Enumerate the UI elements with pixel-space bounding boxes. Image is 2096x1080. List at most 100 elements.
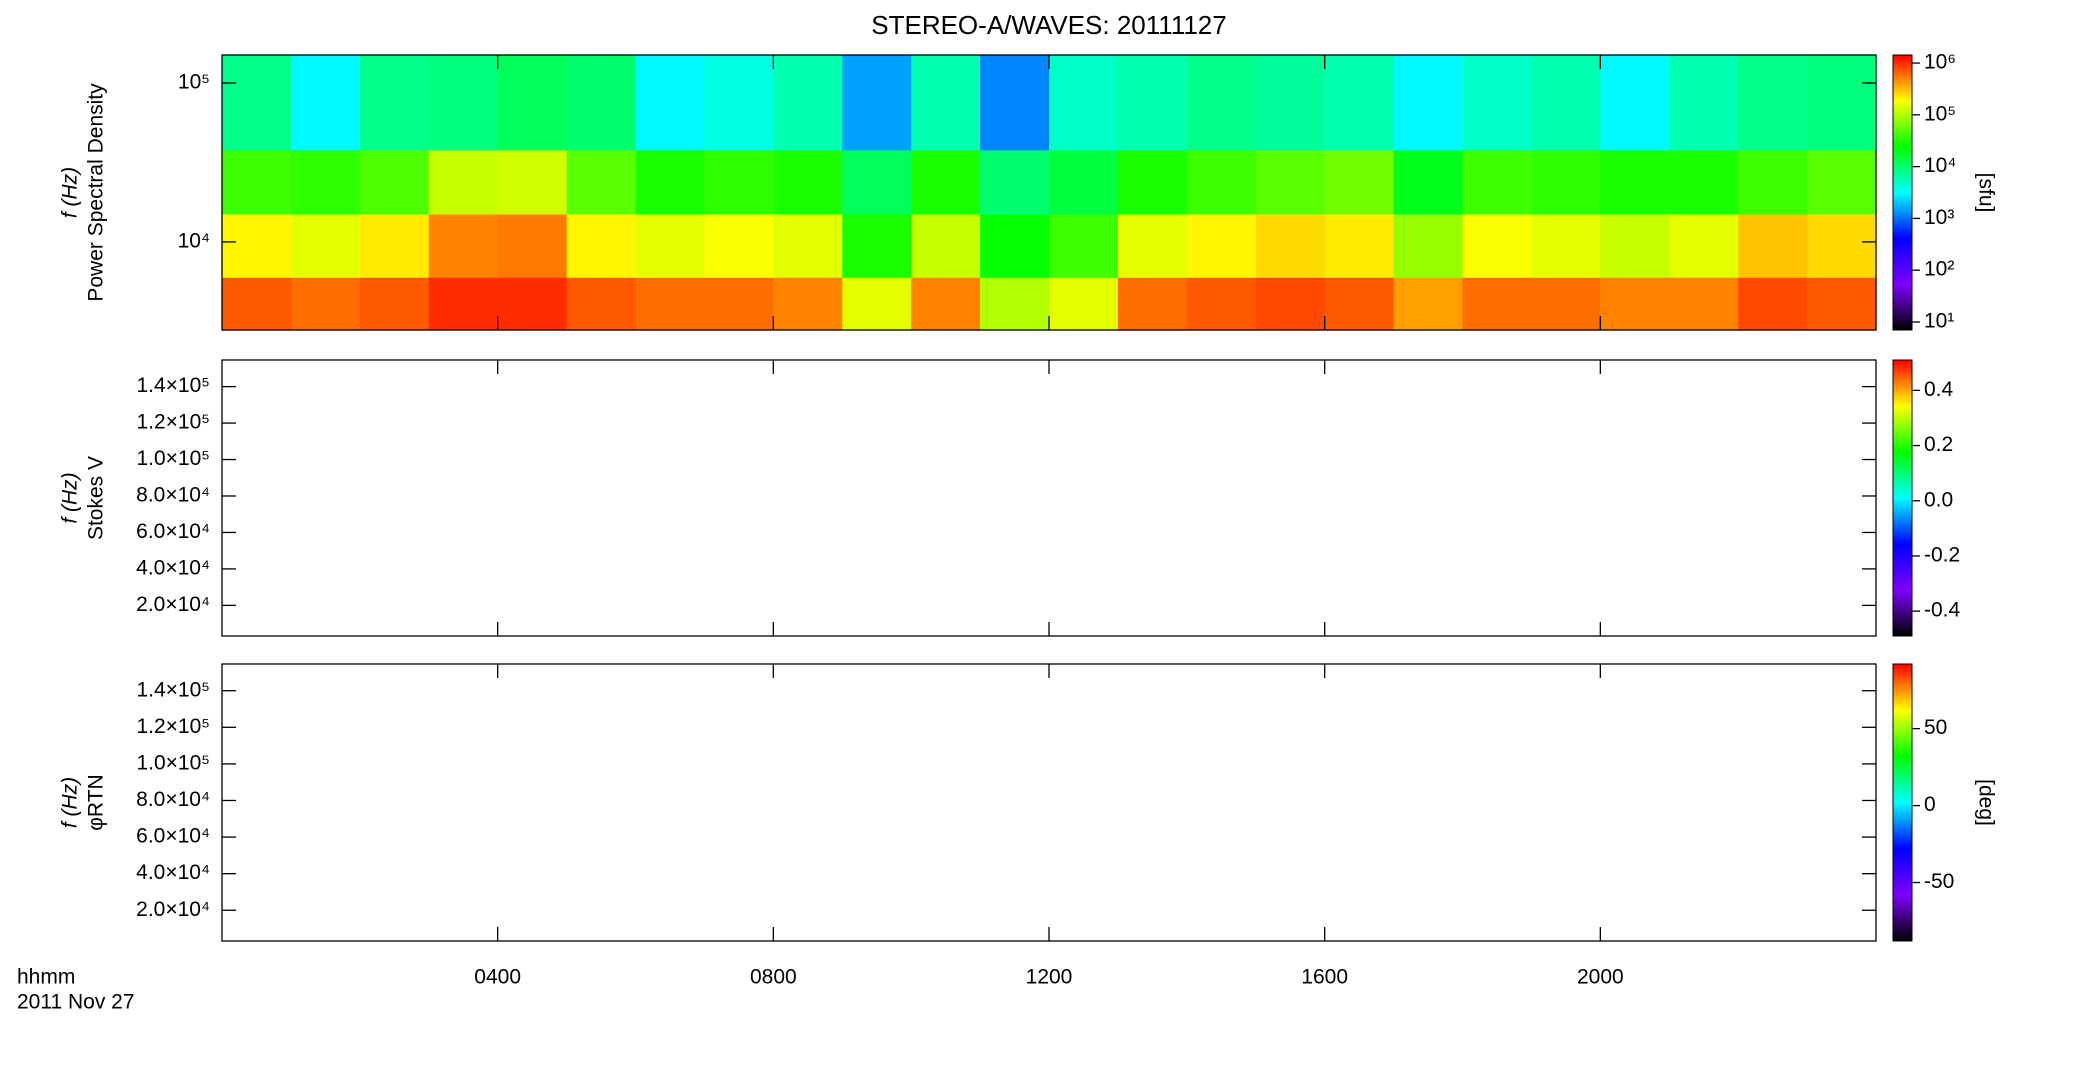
y-tick-label: 2.0×10⁴ bbox=[136, 593, 210, 616]
heatmap-cell bbox=[1324, 277, 1395, 331]
heatmap-cell bbox=[1186, 277, 1257, 331]
y-tick-label: 4.0×10⁴ bbox=[136, 861, 210, 884]
heatmap-cell bbox=[1600, 277, 1670, 331]
heatmap-cell bbox=[1117, 149, 1188, 215]
heatmap-cell bbox=[704, 213, 774, 278]
heatmap-cell bbox=[428, 277, 499, 331]
heatmap-cell bbox=[1738, 55, 1808, 151]
x-tick-label: 1600 bbox=[1301, 966, 1348, 989]
heatmap-cell bbox=[980, 55, 1050, 151]
heatmap-cell bbox=[773, 55, 843, 151]
heatmap-cell bbox=[1186, 149, 1257, 215]
heatmap-cell bbox=[1807, 55, 1877, 151]
heatmap-cell bbox=[911, 277, 981, 331]
heatmap-cell bbox=[1255, 213, 1326, 278]
y-tick-label: 10⁴ bbox=[178, 229, 210, 252]
heatmap-cell bbox=[428, 149, 499, 215]
plot-frame bbox=[221, 359, 1877, 637]
heatmap-cell bbox=[635, 149, 706, 215]
heatmap-cell bbox=[359, 277, 430, 331]
colorbar bbox=[1892, 663, 1913, 942]
y-tick-label: 4.0×10⁴ bbox=[136, 556, 210, 579]
colorbar-tick-label: 10⁴ bbox=[1924, 154, 1956, 177]
y-tick-label: 1.0×10⁵ bbox=[136, 751, 210, 774]
heatmap-cell bbox=[911, 213, 981, 278]
colorbar-tick-label: 10⁵ bbox=[1924, 102, 1956, 125]
heatmap-cell bbox=[842, 55, 912, 151]
heatmap-cell bbox=[1669, 277, 1739, 331]
heatmap-cell bbox=[290, 55, 361, 151]
x-tick-label: 2000 bbox=[1577, 966, 1624, 989]
heatmap-cell bbox=[1049, 55, 1119, 151]
heatmap-cell bbox=[1049, 149, 1119, 215]
y-tick-label: 10⁵ bbox=[178, 71, 210, 94]
heatmap-cell bbox=[222, 213, 292, 278]
heatmap-cell bbox=[1393, 149, 1464, 215]
colorbar-tick-label: 10³ bbox=[1924, 206, 1954, 229]
heatmap-cell bbox=[842, 277, 912, 331]
plot-frame bbox=[221, 663, 1877, 942]
heatmap-cell bbox=[1600, 213, 1670, 278]
heatmap-cell bbox=[773, 149, 843, 215]
heatmap-cell bbox=[222, 149, 292, 215]
heatmap-cell bbox=[359, 55, 430, 151]
colorbar-tick-label: -50 bbox=[1924, 870, 1954, 893]
heatmap-cell bbox=[911, 149, 981, 215]
heatmap-cell bbox=[566, 277, 637, 331]
colorbar-label: [deg] bbox=[1974, 779, 1997, 826]
date-label: 2011 Nov 27 bbox=[17, 991, 135, 1014]
y-axis-label: f (Hz) bbox=[59, 472, 82, 523]
y-tick-label: 6.0×10⁴ bbox=[136, 825, 210, 848]
colorbar-tick-label: 10⁶ bbox=[1924, 51, 1956, 74]
heatmap-cell bbox=[1462, 213, 1533, 278]
heatmap-cell bbox=[566, 213, 637, 278]
heatmap-cell bbox=[1117, 213, 1188, 278]
heatmap-cell bbox=[1324, 149, 1395, 215]
heatmap-cell bbox=[1807, 149, 1877, 215]
heatmap-cell bbox=[1738, 277, 1808, 331]
y-axis-label: f (Hz) bbox=[59, 167, 82, 218]
colorbar-tick-label: 10¹ bbox=[1924, 310, 1954, 333]
heatmap-cell bbox=[1669, 55, 1739, 151]
colorbar-tick-label: -0.2 bbox=[1924, 544, 1960, 567]
heatmap-cell bbox=[359, 213, 430, 278]
heatmap-cell bbox=[842, 149, 912, 215]
heatmap-cell bbox=[290, 149, 361, 215]
y-tick-label: 8.0×10⁴ bbox=[136, 788, 210, 811]
heatmap-cell bbox=[1600, 149, 1670, 215]
colorbar-tick-label: 50 bbox=[1924, 716, 1947, 739]
heatmap-cell bbox=[1049, 213, 1119, 278]
heatmap-cell bbox=[222, 277, 292, 331]
heatmap-cell bbox=[1186, 55, 1257, 151]
heatmap-cell bbox=[1393, 55, 1464, 151]
heatmap-cell bbox=[1393, 277, 1464, 331]
heatmap-cell bbox=[1324, 213, 1395, 278]
heatmap-cell bbox=[497, 149, 568, 215]
colorbar-label: [sfu] bbox=[1974, 173, 1997, 213]
heatmap-cell bbox=[497, 277, 568, 331]
colorbar-tick-label: 0.0 bbox=[1924, 488, 1953, 511]
x-tick-label: 0800 bbox=[750, 966, 797, 989]
heatmap-cell bbox=[1255, 149, 1326, 215]
heatmap-cell bbox=[1531, 277, 1601, 331]
heatmap-cell bbox=[1324, 55, 1395, 151]
y-axis-label: f (Hz) bbox=[59, 777, 82, 828]
time-label: hhmm bbox=[17, 966, 75, 989]
chart-title: STEREO-A/WAVES: 20111127 bbox=[871, 10, 1226, 40]
heatmap-cell bbox=[290, 277, 361, 331]
heatmap-cell bbox=[1462, 55, 1533, 151]
heatmap-cell bbox=[1117, 55, 1188, 151]
heatmap-cell bbox=[497, 55, 568, 151]
heatmap-cell bbox=[1393, 213, 1464, 278]
heatmap-cell bbox=[428, 55, 499, 151]
colorbar-tick-label: 0.4 bbox=[1924, 378, 1954, 401]
heatmap-cell bbox=[1462, 149, 1533, 215]
y-axis-label: Power Spectral Density bbox=[85, 83, 108, 302]
heatmap-cell bbox=[428, 213, 499, 278]
heatmap-cell bbox=[1669, 149, 1739, 215]
heatmap-cell bbox=[359, 149, 430, 215]
colorbar-tick-label: -0.4 bbox=[1924, 599, 1961, 622]
y-axis-label: φRTN bbox=[85, 774, 108, 830]
heatmap-cell bbox=[1186, 213, 1257, 278]
